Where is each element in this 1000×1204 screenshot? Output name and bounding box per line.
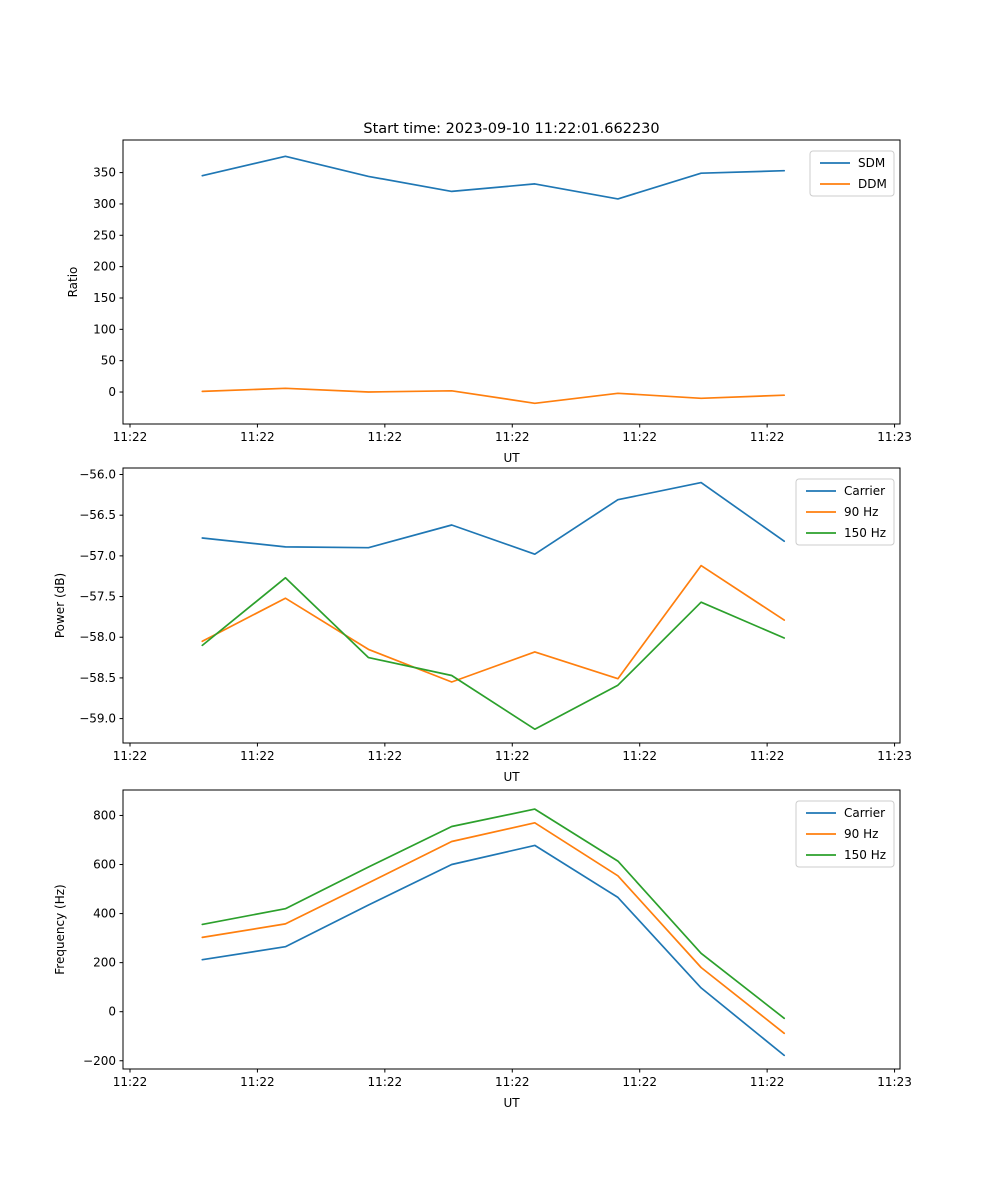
series-line-150-hz [201, 576, 786, 731]
series-line-90-hz [201, 564, 786, 683]
y-tick-label: 250 [93, 228, 116, 242]
x-tick-label: 11:23 [877, 430, 912, 444]
axes-frame [122, 139, 901, 425]
y-tick-label: −57.0 [79, 549, 116, 563]
x-axis-label: UT [503, 451, 520, 465]
x-axis-label: UT [503, 1096, 520, 1110]
y-tick-label: 350 [93, 166, 116, 180]
y-tick-label: −56.5 [79, 508, 116, 522]
y-tick-label: 100 [93, 322, 116, 336]
x-tick-label: 11:22 [368, 749, 403, 763]
legend-box [795, 478, 895, 546]
y-tick-label: 200 [93, 956, 116, 970]
y-tick-label: 50 [101, 354, 116, 368]
axes-frame [122, 467, 901, 744]
subplot-3: −200 0 200 400 600 800 11:22 11:22 11:22 11:22 11:… [53, 789, 912, 1110]
series-line-carrier [201, 844, 786, 1057]
x-tick-label: 11:22 [495, 749, 530, 763]
y-tick-label: 400 [93, 907, 116, 921]
y-tick-label: 0 [108, 1005, 116, 1019]
y-tick-label: 300 [93, 197, 116, 211]
x-tick-label: 11:22 [113, 1075, 148, 1089]
legend: Carrier 90 Hz 150 Hz [795, 478, 895, 546]
y-tick-label: −59.0 [79, 712, 116, 726]
y-tick-label: −56.0 [79, 468, 116, 482]
x-tick-label: 11:22 [622, 749, 657, 763]
x-tick-label: 11:22 [495, 1075, 530, 1089]
y-tick-label: 150 [93, 291, 116, 305]
x-tick-label: 11:22 [240, 430, 275, 444]
x-tick-label: 11:22 [240, 749, 275, 763]
legend-item-label: Carrier [844, 806, 885, 820]
axes-frame [122, 789, 901, 1070]
x-tick-label: 11:23 [877, 749, 912, 763]
legend-item-label: 90 Hz [844, 827, 878, 841]
figure-title: Start time: 2023-09-10 11:22:01.662230 [363, 121, 660, 137]
x-tick-label: 11:22 [622, 430, 657, 444]
x-axis-label: UT [503, 770, 520, 784]
series-line-carrier [201, 481, 786, 556]
x-tick-label: 11:22 [368, 1075, 403, 1089]
y-axis-label: Frequency (Hz) [53, 884, 67, 975]
x-tick-label: 11:22 [750, 1075, 785, 1089]
x-tick-label: 11:22 [113, 430, 148, 444]
legend-item-label: 150 Hz [844, 848, 886, 862]
series-line-90-hz [201, 821, 786, 1035]
y-tick-label: −58.5 [79, 671, 116, 685]
legend-item-label: Carrier [844, 484, 885, 498]
x-tick-label: 11:22 [113, 749, 148, 763]
x-tick-label: 11:22 [240, 1075, 275, 1089]
subplot-1: 0 50 100 150 200 250 300 350 11:22 11:22 11:22 11:2… [66, 139, 912, 465]
y-axis-label: Ratio [66, 267, 80, 298]
x-tick-label: 11:23 [877, 1075, 912, 1089]
legend-item-label: SDM [858, 156, 885, 170]
x-tick-label: 11:22 [622, 1075, 657, 1089]
legend: SDM DDM [809, 150, 895, 197]
y-tick-label: −57.5 [79, 590, 116, 604]
x-tick-label: 11:22 [750, 430, 785, 444]
x-tick-label: 11:22 [368, 430, 403, 444]
legend-box [795, 800, 895, 868]
x-tick-label: 11:22 [750, 749, 785, 763]
series-line-ddm [201, 387, 786, 405]
legend-item-label: DDM [858, 177, 887, 191]
legend: Carrier 90 Hz 150 Hz [795, 800, 895, 868]
y-tick-label: 0 [108, 385, 116, 399]
y-axis-label: Power (dB) [53, 573, 67, 638]
series-line-150-hz [201, 808, 786, 1020]
x-tick-label: 11:22 [495, 430, 530, 444]
y-tick-label: 800 [93, 808, 116, 822]
y-tick-label: −200 [83, 1054, 116, 1068]
y-tick-label: 600 [93, 858, 116, 872]
y-tick-label: −58.0 [79, 630, 116, 644]
series-line-sdm [201, 155, 786, 200]
y-tick-label: 200 [93, 260, 116, 274]
legend-item-label: 150 Hz [844, 526, 886, 540]
legend-item-label: 90 Hz [844, 505, 878, 519]
subplot-2: −56.0 −56.5 −57.0 −57.5 −58.0 −58.5 −59.0 11:22… [53, 467, 912, 784]
